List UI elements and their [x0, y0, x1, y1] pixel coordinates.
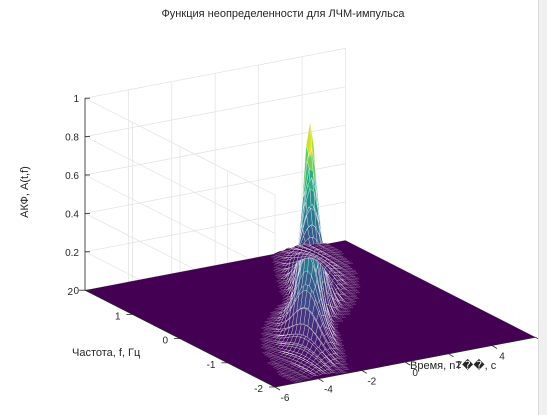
- z-tick-label: 0.2: [65, 248, 79, 259]
- grid-line: [84, 86, 346, 137]
- grid-line: [84, 124, 346, 176]
- z-tick-label: 0.6: [65, 171, 79, 182]
- z-tick-label: 0: [73, 286, 79, 297]
- y-tick-label: 2: [67, 287, 73, 298]
- x-tick: [274, 386, 281, 391]
- y-tick-label: 1: [115, 311, 121, 322]
- z-tick-label: 0.8: [65, 133, 79, 144]
- surface-layer: [85, 121, 536, 387]
- x-tick: [318, 378, 324, 383]
- x-tick: [404, 361, 411, 366]
- grid-line: [84, 174, 276, 273]
- chart-title: Функция неопределенности для ЛЧМ-импульс…: [161, 8, 405, 20]
- z-tick-label: 1: [73, 94, 79, 105]
- y-tick-label: -1: [207, 360, 216, 371]
- grid-line: [84, 97, 276, 196]
- x-tick-label: 0: [412, 368, 418, 379]
- z-tick-label: 0.4: [65, 209, 79, 220]
- z-axis-label: АКФ, A(t,f): [19, 166, 31, 218]
- y-tick-label: 0: [162, 336, 168, 347]
- y-tick-label: -2: [254, 384, 263, 395]
- x-tick: [491, 345, 498, 349]
- x-axis-label: Время, nT��, с: [410, 359, 497, 372]
- x-tick-label: -4: [324, 385, 333, 396]
- x-tick: [448, 353, 454, 358]
- x-tick-label: -6: [281, 393, 290, 404]
- grid-line: [84, 136, 276, 234]
- x-tick-label: 2: [456, 360, 462, 371]
- y-axis-label: Частота, f, Гц: [72, 347, 141, 359]
- x-tick-label: 4: [499, 352, 505, 363]
- window-edge: [538, 0, 547, 415]
- x-tick-label: -2: [367, 376, 376, 387]
- x-tick: [361, 370, 368, 374]
- surface-peak: [309, 121, 312, 159]
- surface-patch: [323, 243, 331, 246]
- grid-line: [84, 48, 346, 99]
- grid-line: [84, 163, 346, 214]
